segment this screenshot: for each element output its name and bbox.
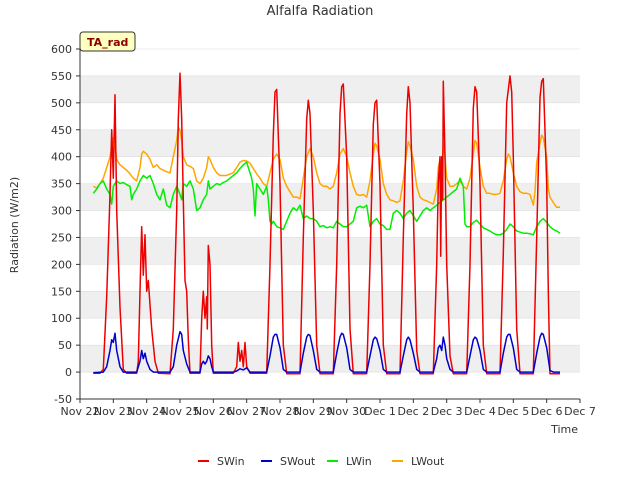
series-line-swin [93, 72, 560, 375]
grid-band [80, 237, 580, 265]
y-tick-label: 550 [51, 70, 72, 83]
y-tick-label: -50 [54, 393, 72, 406]
series-layer [92, 72, 561, 375]
y-tick-label: 100 [51, 312, 72, 325]
x-tick-label: Dec 3 [431, 405, 463, 418]
y-tick-label: 400 [51, 151, 72, 164]
series-line-swout [93, 330, 560, 374]
site-badge-label: TA_rad [87, 36, 128, 49]
x-tick-label: Dec 2 [397, 405, 429, 418]
grid-band [80, 291, 580, 319]
chart-title: Alfalfa Radiation [267, 4, 374, 19]
legend-label-swout: SWout [280, 455, 316, 468]
legend-label-lwin: LWin [346, 455, 372, 468]
y-tick-label: 500 [51, 97, 72, 110]
x-tick-label: Dec 5 [497, 405, 529, 418]
x-tick-label: Dec 4 [464, 405, 496, 418]
y-axis: -50 0 50 100 150 200 250 300 350 400 450 500 550 600 [51, 43, 81, 406]
y-tick-label: 300 [51, 205, 72, 218]
x-tick-label: Nov 30 [327, 405, 366, 418]
y-tick-label: 350 [51, 178, 72, 191]
site-badge-box [79, 31, 136, 52]
x-tick-label: Dec 6 [531, 405, 563, 418]
x-tick-label: Nov 22 [61, 405, 100, 418]
x-tick-label: Nov 23 [94, 405, 133, 418]
plot-background [80, 49, 580, 399]
legend: SWin SWout LWin LWout [198, 455, 445, 468]
x-tick-label: Dec 1 [364, 405, 396, 418]
x-tick-label: Nov 27 [227, 405, 266, 418]
x-axis-label: Time [550, 423, 578, 436]
series-line-lwout [92, 126, 560, 209]
y-tick-label: 250 [51, 231, 72, 244]
x-tick-label: Nov 26 [194, 405, 233, 418]
y-tick-label: 600 [51, 43, 72, 56]
grid-band [80, 345, 580, 373]
x-tick-label: Dec 7 [564, 405, 596, 418]
y-axis-label: Radiation (W/m2) [8, 177, 21, 273]
grid-band [80, 75, 580, 103]
y-tick-label: 450 [51, 124, 72, 137]
x-tick-label: Nov 25 [161, 405, 200, 418]
x-tick-label: Nov 28 [261, 405, 300, 418]
plot-area [80, 48, 580, 400]
site-badge: TA_rad [79, 31, 136, 52]
x-tick-label: Nov 29 [294, 405, 333, 418]
y-tick-label: 200 [51, 258, 72, 271]
y-tick-label: 150 [51, 285, 72, 298]
legend-label-lwout: LWout [411, 455, 445, 468]
y-tick-label: 50 [58, 339, 72, 352]
legend-label-swin: SWin [217, 455, 245, 468]
y-tick-label: 0 [65, 366, 72, 379]
x-tick-label: Nov 24 [127, 405, 166, 418]
grid-band [80, 129, 580, 157]
